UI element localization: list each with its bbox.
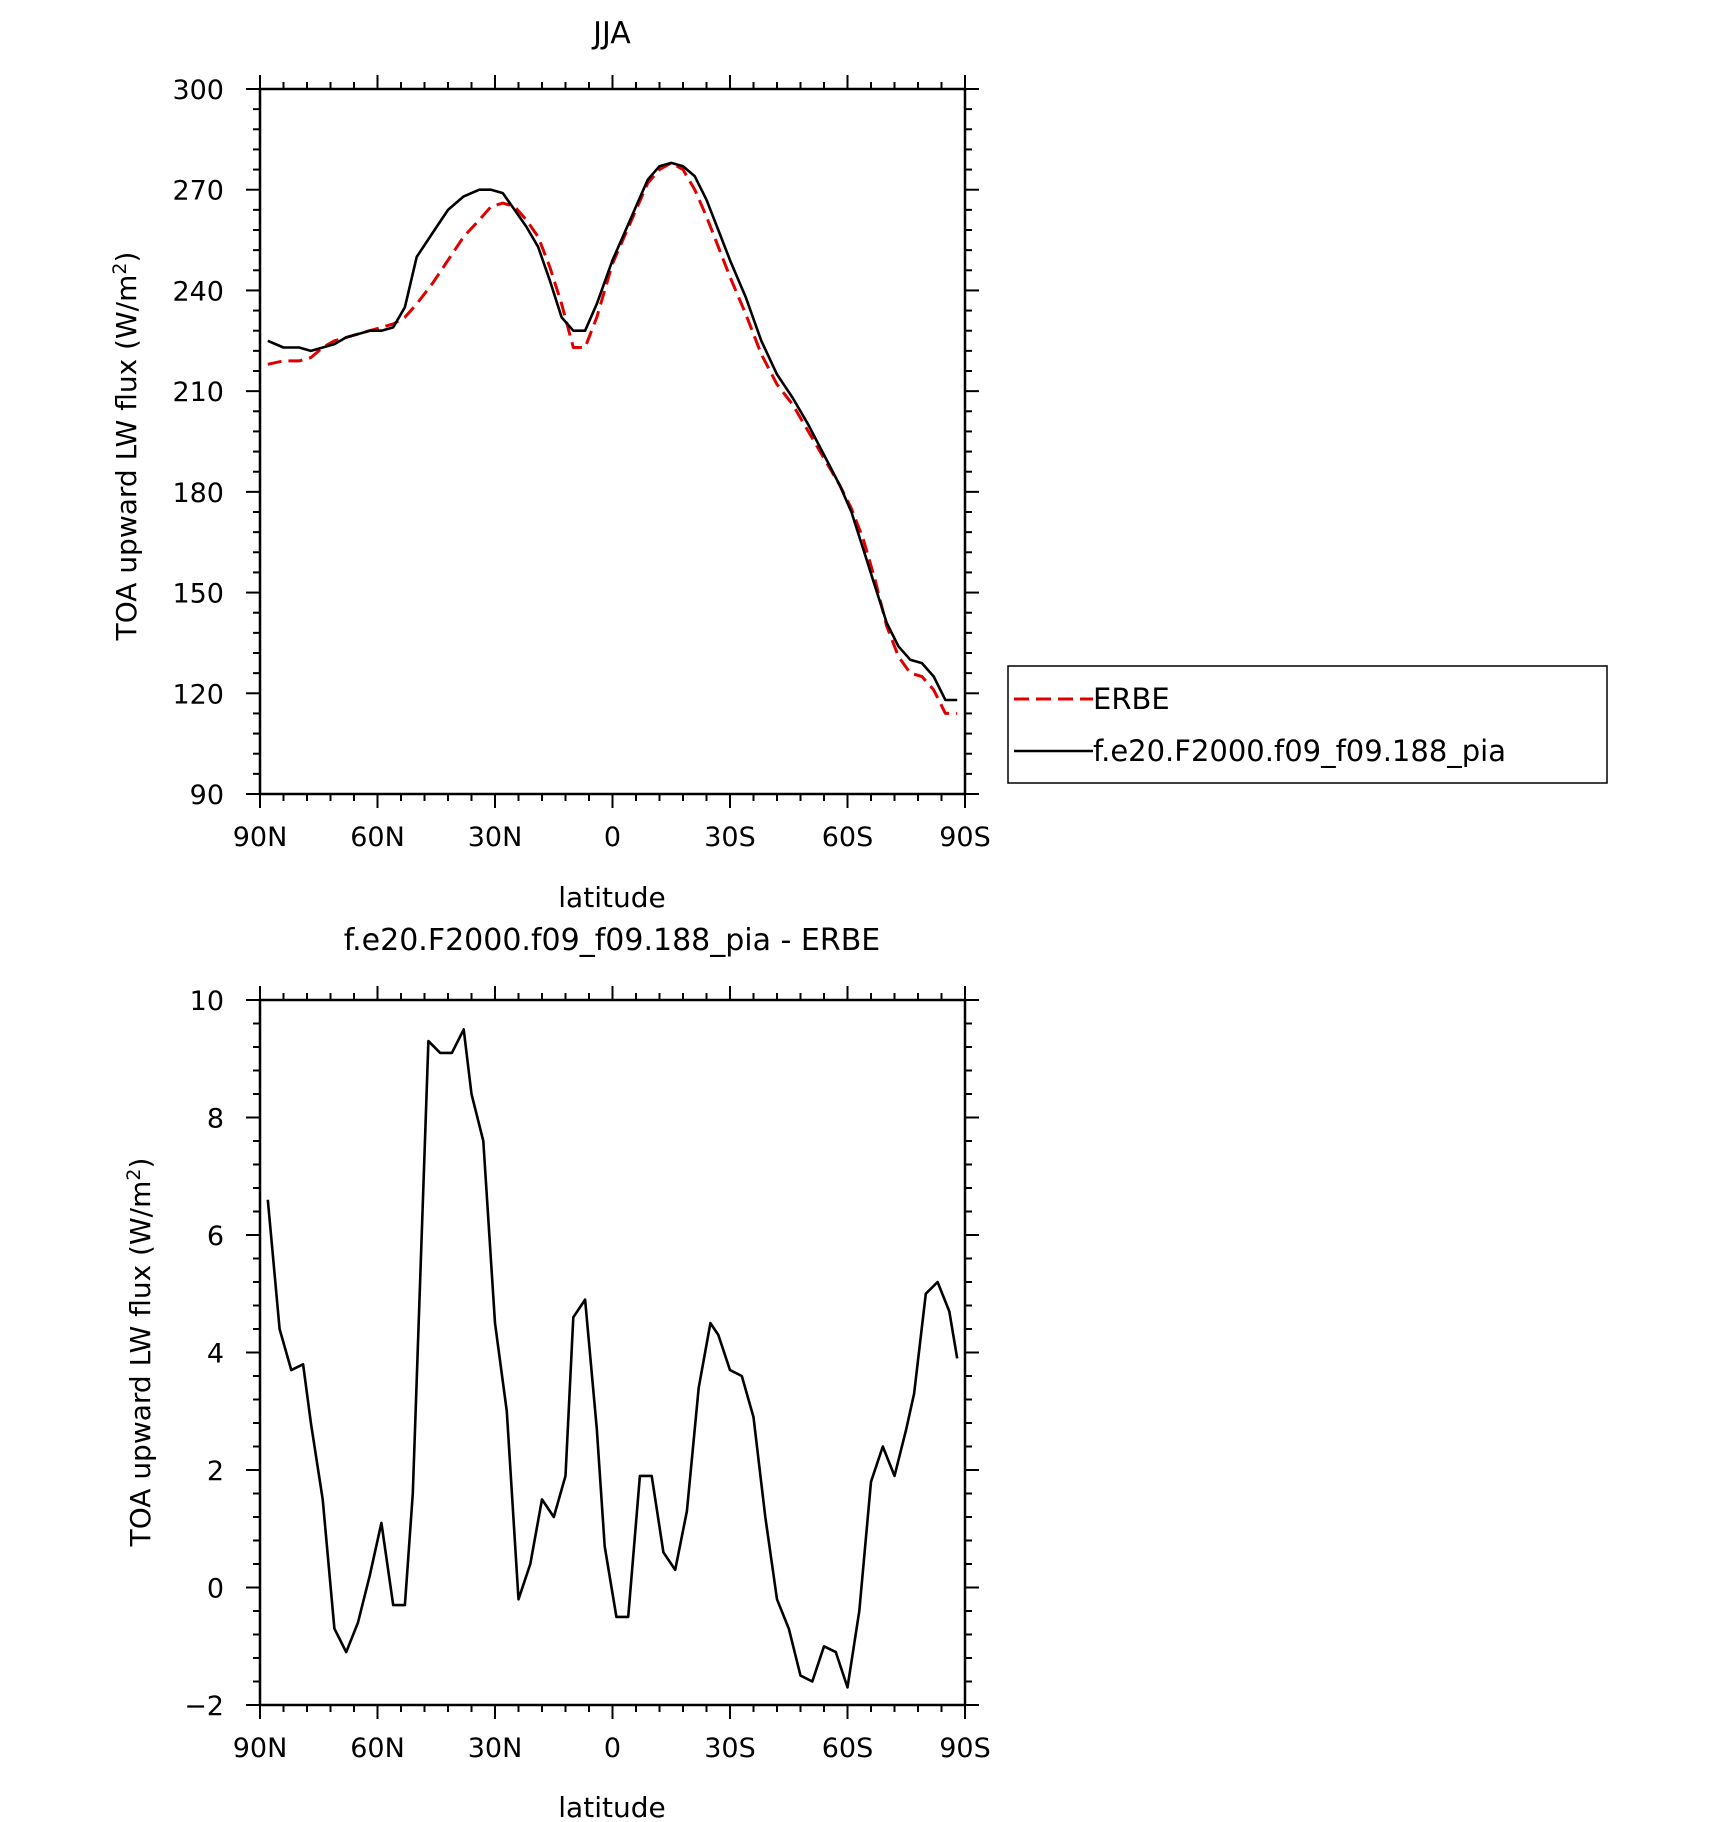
top-y-tick-label: 300 xyxy=(172,75,224,106)
top-x-tick-label: 30N xyxy=(468,822,523,853)
top-x-tick-label: 60S xyxy=(822,822,874,853)
bottom-y-tick-label: 4 xyxy=(207,1339,224,1370)
top-series-line-f-e20-f2000-f09-f09-188-pia xyxy=(267,161,958,702)
top-series-line-erbe xyxy=(267,161,958,715)
bottom-x-tick-label: 90S xyxy=(939,1733,991,1764)
bottom-y-tick-label: 2 xyxy=(207,1456,224,1487)
bottom-chart-x-axis-label: latitude xyxy=(558,1791,665,1822)
bottom-y-tick-label: 10 xyxy=(190,986,224,1017)
bottom-chart-title: f.e20.F2000.f09_f09.188_pia - ERBE xyxy=(344,923,880,958)
top-chart-panel: JJA 90N 60N 30N 0 30S 60S 90S 90 120 150 180 210 240… xyxy=(109,16,1608,914)
bottom-y-tick-label: 6 xyxy=(207,1221,224,1252)
bottom-x-tick-label: 60N xyxy=(350,1733,405,1764)
top-x-tick-label: 90N xyxy=(233,822,288,853)
bottom-y-tick-label: −2 xyxy=(184,1691,224,1722)
top-y-tick-label: 90 xyxy=(190,780,224,811)
legend-box xyxy=(1007,665,1608,784)
bottom-y-tick-label: 8 xyxy=(207,1104,224,1135)
bottom-x-tick-label: 30N xyxy=(468,1733,523,1764)
top-chart-frame xyxy=(258,87,967,796)
bottom-x-tick-label: 30S xyxy=(704,1733,756,1764)
top-x-tick-label: 0 xyxy=(604,822,621,853)
top-chart-series-group xyxy=(267,161,958,715)
legend-label-erbe: ERBE xyxy=(1093,682,1170,716)
bottom-x-tick-label: 0 xyxy=(604,1733,621,1764)
bottom-chart-series-group xyxy=(266,1028,959,1689)
top-chart-y-axis-label: TOA upward LW flux (W/m2) xyxy=(109,252,143,642)
top-y-tick-label: 180 xyxy=(172,478,224,509)
top-chart-x-axis-label: latitude xyxy=(558,881,665,914)
top-y-tick-label: 210 xyxy=(172,377,224,408)
legend-label-model: f.e20.F2000.f09_f09.188_pia xyxy=(1093,734,1506,768)
bottom-series-line-0 xyxy=(266,1028,959,1689)
top-chart-title: JJA xyxy=(591,16,631,51)
top-y-tick-label: 240 xyxy=(172,276,224,307)
bottom-x-tick-label: 90N xyxy=(233,1733,288,1764)
bottom-y-tick-label: 0 xyxy=(207,1574,224,1605)
legend: ERBE f.e20.F2000.f09_f09.188_pia xyxy=(1007,665,1608,784)
top-x-tick-label: 30S xyxy=(704,822,756,853)
bottom-chart-y-axis-label: TOA upward LW flux (W/m2) xyxy=(123,1158,157,1548)
top-x-tick-label: 90S xyxy=(939,822,991,853)
top-y-tick-label: 150 xyxy=(172,579,224,610)
top-x-tick-label: 60N xyxy=(350,822,405,853)
top-y-tick-label: 120 xyxy=(172,679,224,710)
bottom-x-tick-label: 60S xyxy=(822,1733,874,1764)
top-y-tick-label: 270 xyxy=(172,176,224,207)
bottom-chart-panel: f.e20.F2000.f09_f09.188_pia - ERBE 90N 60… xyxy=(123,923,991,1822)
